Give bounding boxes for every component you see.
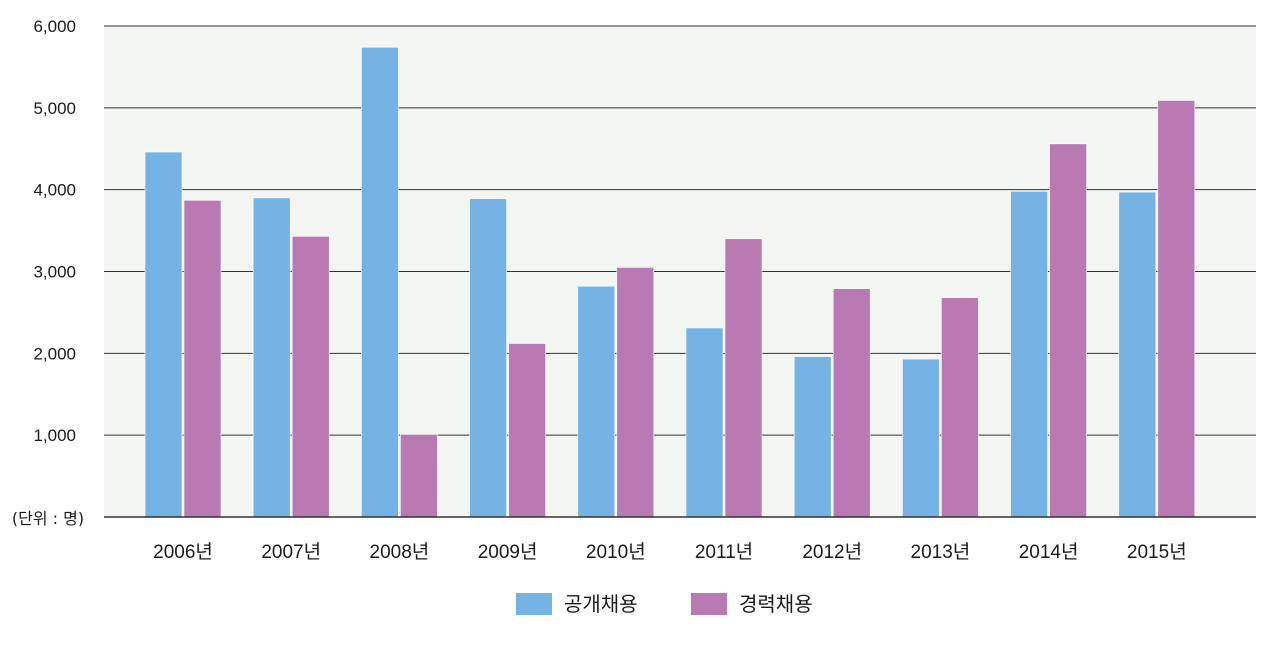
- bar-career-6: [724, 238, 763, 518]
- y-tick-label: 2,000: [33, 344, 76, 363]
- bar-public-8: [902, 358, 940, 518]
- bar-public-6: [685, 327, 724, 518]
- bar-public-2: [252, 197, 291, 518]
- bar-career-8: [941, 297, 979, 518]
- x-tick-label: 2014년: [1019, 541, 1079, 563]
- legend: 공개채용 경력채용: [516, 592, 813, 616]
- bar-career-3: [400, 434, 438, 518]
- x-tick-label: 2006년: [153, 541, 213, 563]
- y-tick-label: 5,000: [33, 99, 76, 118]
- bar-career-2: [291, 236, 330, 518]
- bar-career-4: [508, 343, 546, 518]
- bar-public-7: [793, 356, 832, 518]
- bar-public-9: [1010, 191, 1048, 518]
- x-tick-label: 2011년: [695, 541, 753, 563]
- x-tick-label: 2010년: [586, 541, 646, 563]
- x-tick-label: 2009년: [478, 541, 538, 563]
- y-axis-ticks: 1,000 2,000 3,000 4,000 5,000 6,000: [33, 17, 76, 445]
- y-tick-label: 4,000: [33, 181, 76, 200]
- bar-career-9: [1049, 143, 1087, 518]
- x-tick-label: 2008년: [370, 541, 430, 563]
- x-tick-label: 2015년: [1127, 541, 1187, 563]
- bar-career-10: [1157, 100, 1196, 518]
- y-tick-label: 3,000: [33, 263, 76, 282]
- bar-career-7: [832, 288, 871, 518]
- x-tick-label: 2013년: [911, 541, 971, 563]
- x-tick-label: 2007년: [261, 541, 321, 563]
- bar-public-1: [144, 151, 183, 518]
- x-axis-ticks: 2006년 2007년 2008년 2009년 2010년 2011년 2012년 2013년…: [153, 541, 1187, 563]
- y-tick-label: 1,000: [33, 426, 76, 445]
- y-tick-label: 6,000: [33, 17, 76, 36]
- legend-label: 공개채용: [564, 592, 638, 616]
- bar-public-10: [1118, 191, 1157, 518]
- x-tick-label: 2012년: [802, 541, 862, 563]
- legend-swatch: [516, 593, 552, 615]
- unit-label: (단위 : 명): [12, 509, 84, 528]
- bar-career-1: [183, 200, 222, 518]
- bar-public-5: [577, 285, 616, 518]
- bars: [144, 46, 1196, 518]
- legend-label: 경력채용: [739, 592, 813, 616]
- bar-public-3: [361, 46, 399, 518]
- legend-swatch: [691, 593, 727, 615]
- bar-public-4: [469, 198, 507, 518]
- bar-career-5: [616, 267, 655, 518]
